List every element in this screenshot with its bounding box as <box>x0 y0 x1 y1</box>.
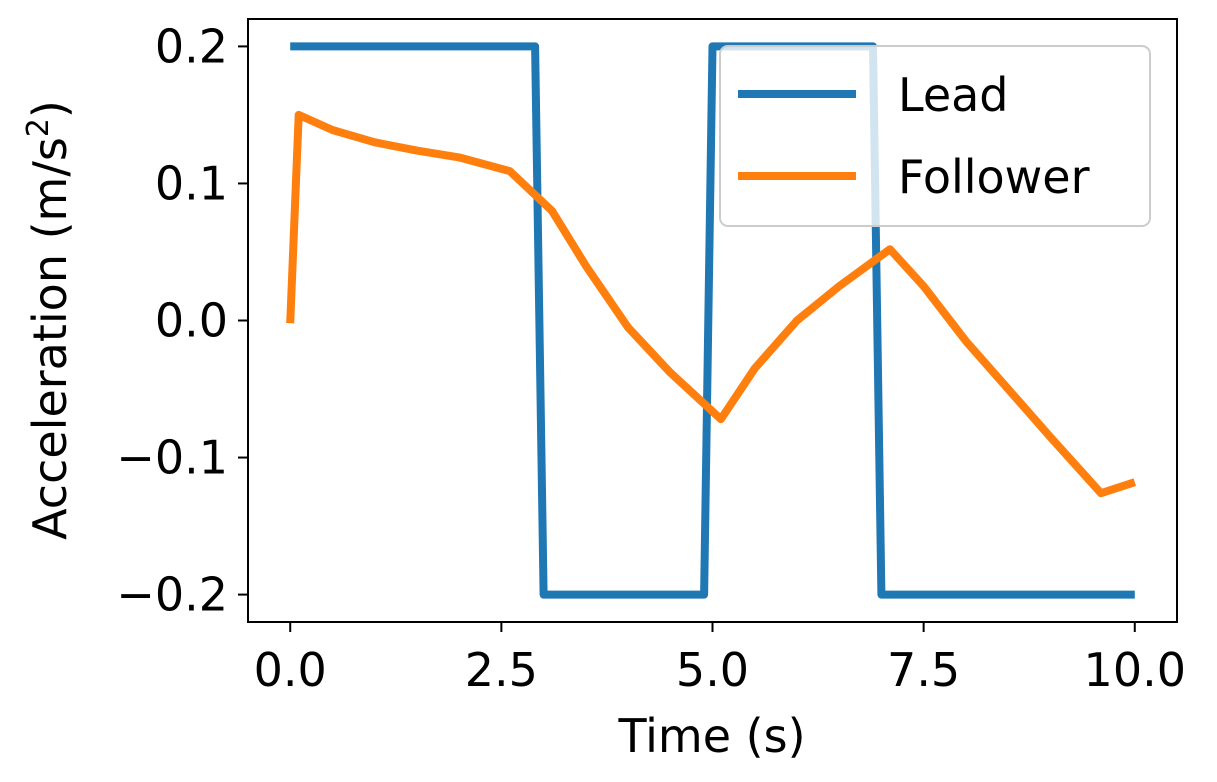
x-tick-label: 2.5 <box>465 643 538 697</box>
legend: Lead Follower <box>719 45 1151 227</box>
y-tick-label: 0.2 <box>155 19 228 73</box>
legend-label-lead: Lead <box>898 68 1009 122</box>
series-line-lead <box>290 42 1135 599</box>
legend-label-follower: Follower <box>898 150 1090 204</box>
y-tick-label: −0.2 <box>116 568 228 622</box>
y-axis-label-exponent: 2 <box>21 118 56 137</box>
x-tick-label: 10.0 <box>1084 643 1186 697</box>
series-layer <box>286 42 1137 599</box>
x-tick-label: 5.0 <box>676 643 749 697</box>
y-axis-label: Acceleration (m/s2) <box>21 100 77 540</box>
y-tick-label: 0.1 <box>155 156 228 210</box>
legend-entries: Lead Follower <box>738 68 1090 204</box>
y-axis-label-close: ) <box>23 100 77 118</box>
y-tick-label: 0.0 <box>155 294 228 348</box>
x-tick-label: 0.0 <box>254 643 327 697</box>
y-tick-label: −0.1 <box>116 431 228 485</box>
x-axis-label: Time (s) <box>617 709 805 763</box>
series-line-follower <box>286 110 1137 498</box>
x-axis-ticks: 0.0 2.5 5.0 7.5 10.0 <box>254 622 1186 697</box>
y-axis-label-text: Acceleration (m/s <box>23 137 77 540</box>
x-tick-label: 7.5 <box>887 643 960 697</box>
y-axis-ticks: 0.2 0.1 0.0 −0.1 −0.2 <box>116 19 248 622</box>
